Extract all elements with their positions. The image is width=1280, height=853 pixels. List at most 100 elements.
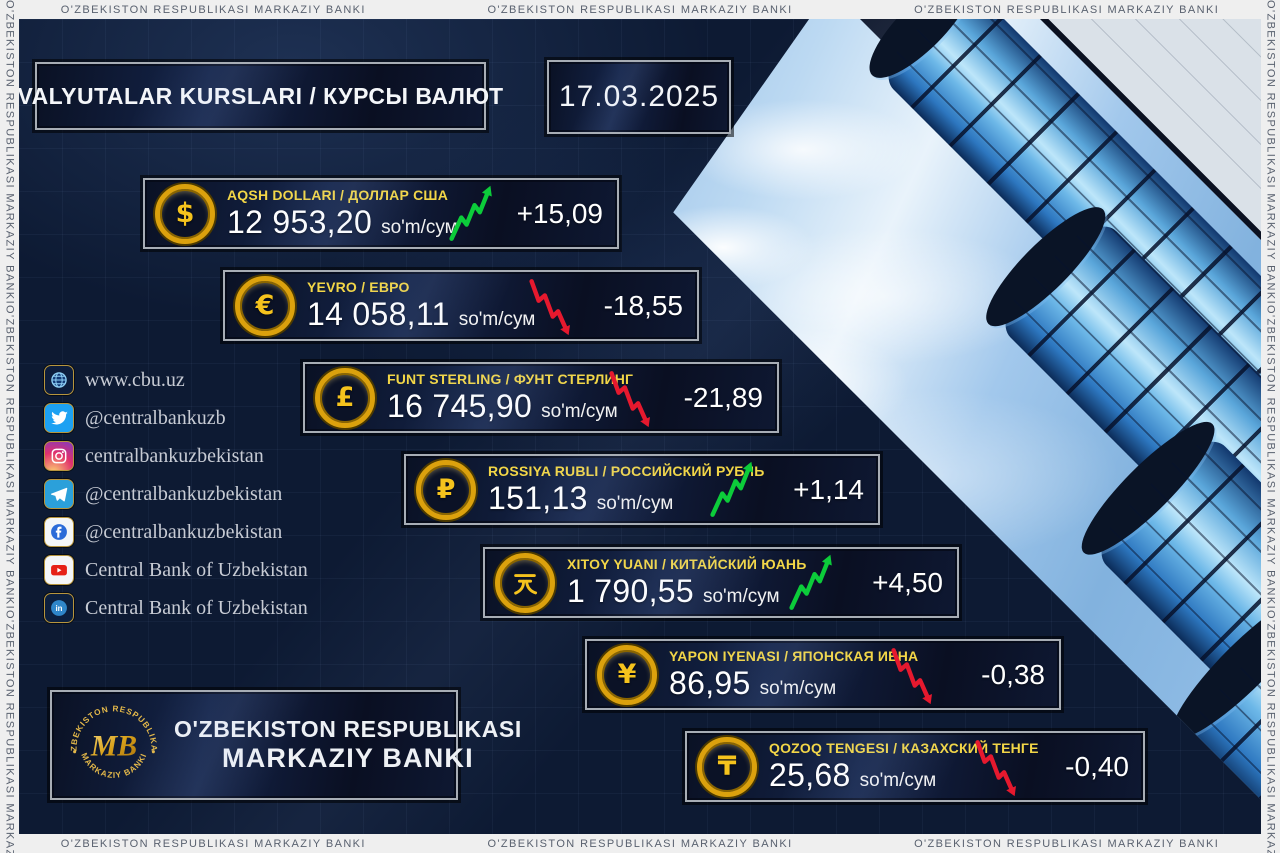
currency-rate-value: 12 953,20 [227,203,373,240]
border-text: O'ZBEKISTON RESPUBLIKASI MARKAZIY BANKI [3,305,16,611]
trend-arrow-icon [787,553,835,613]
currency-rate-value: 25,68 [769,756,851,793]
currency-name: AQSH DOLLARI / ДОЛЛАР США [227,186,449,203]
page-title-box: VALYUTALAR KURSLARI / КУРСЫ ВАЛЮТ [17,62,503,130]
currency-symbol: € [255,290,275,321]
globe-icon [44,365,74,395]
currency-rate-unit: so'm/сум [859,769,937,791]
rate-change: +1,14 [793,473,864,505]
currency-symbol: £ [335,382,355,413]
social-link[interactable]: @centralbankuzb [44,403,308,433]
rate-card: ₽ ROSSIYA RUBLI / РОССИЙСКИЙ РУБЛЬ 151,1… [404,454,880,525]
currency-rate-value: 16 745,90 [387,387,533,424]
rate-card: 元 XITOY YUANI / КИТАЙСКИЙ ЮАНЬ 1 790,55 … [483,547,959,618]
border-text: O'ZBEKISTON RESPUBLIKASI MARKAZIY BANKI [487,837,793,850]
svg-text:in: in [55,604,62,613]
currency-name: YEVRO / ЕВРО [307,278,410,295]
currency-symbol: $ [175,198,195,229]
telegram-icon [44,479,74,509]
currency-rate-value: 14 058,11 [307,295,450,332]
currency-coin-icon: ¥ [597,644,657,705]
currency-rate-unit: so'm/сум [381,216,458,238]
currency-coin-icon: $ [155,183,215,244]
currency-coin-icon: ₽ [416,459,476,520]
social-link[interactable]: centralbankuzbekistan [44,441,308,471]
social-handle: www.cbu.uz [85,368,185,391]
rate-change: -0,40 [1065,750,1129,782]
bank-name-line2: MARKAZIY BANKI [222,743,474,773]
currency-rate-value: 151,13 [488,479,588,516]
page-title: VALYUTALAR KURSLARI / КУРСЫ ВАЛЮТ [17,82,504,109]
currency-rate-value: 1 790,55 [567,572,694,609]
trend-arrow-icon [447,184,495,244]
date-value: 17.03.2025 [558,80,720,113]
instagram-icon [44,441,74,471]
currency-rate-value: 86,95 [669,664,751,701]
twitter-icon [44,403,74,433]
svg-text:MB: MB [90,730,137,763]
social-link[interactable]: in Central Bank of Uzbekistan [44,593,308,623]
currency-rate-unit: so'm/сум [759,677,837,699]
currency-name: QOZOQ TENGESI / КАЗАХСКИЙ ТЕНГЕ [769,739,1039,756]
currency-name: ROSSIYA RUBLI / РОССИЙСКИЙ РУБЛЬ [488,462,765,479]
social-handle: Central Bank of Uzbekistan [85,596,308,619]
currency-symbol: ₽ [436,474,456,505]
currency-name: FUNT STERLING / ФУНТ СТЕРЛИНГ [387,370,634,387]
trend-arrow-icon [527,276,575,336]
central-bank-logo-box: O'ZBEKISTON RESPUBLIKASI MARKAZIY BANKI … [50,690,521,800]
bottom-border-strip: O'ZBEKISTON RESPUBLIKASI MARKAZIY BANKI … [0,834,1280,853]
rate-card: ¥ YAPON IYENASI / ЯПОНСКАЯ ИЕНА 86,95 so… [585,639,1061,710]
social-handle: @centralbankuzbekistan [85,520,283,543]
border-text: O'ZBEKISTON RESPUBLIKASI MARKAZIY BANKI [487,3,793,16]
rate-card: £ FUNT STERLING / ФУНТ СТЕРЛИНГ 16 745,9… [303,362,779,433]
border-text: O'ZBEKISTON RESPUBLIKASI MARKAZIY BANKI [914,3,1220,16]
rate-card: $ AQSH DOLLARI / ДОЛЛАР США 12 953,20 so… [143,178,619,249]
social-links-list: www.cbu.uz @centralbankuzb centralbankuz… [44,365,308,632]
border-text: O'ZBEKISTON RESPUBLIKASI MARKAZIY BANKI [1264,610,1277,853]
border-text: O'ZBEKISTON RESPUBLIKASI MARKAZIY BANKI [3,610,16,853]
currency-rate-unit: so'm/сум [541,400,618,422]
top-border-strip: O'ZBEKISTON RESPUBLIKASI MARKAZIY BANKI … [0,0,1280,19]
central-bank-emblem: O'ZBEKISTON RESPUBLIKASI MARKAZIY BANKI … [66,697,158,780]
social-link[interactable]: Central Bank of Uzbekistan [44,555,308,585]
currency-name: YAPON IYENASI / ЯПОНСКАЯ ИЕНА [669,647,919,664]
currency-rate-unit: so'm/сум [702,585,780,607]
social-handle: @centralbankuzbekistan [85,482,283,505]
social-link[interactable]: @centralbankuzbekistan [44,479,308,509]
currency-rate-unit: so'm/сум [596,492,674,514]
rate-change: +4,50 [872,566,943,598]
bank-name-line1: O'ZBEKISTON RESPUBLIKASI [174,716,522,742]
right-border-strip: O'ZBEKISTON RESPUBLIKASI MARKAZIY BANKI … [1261,0,1280,853]
currency-coin-icon: ₸ [697,736,757,797]
social-link[interactable]: @centralbankuzbekistan [44,517,308,547]
border-text: O'ZBEKISTON RESPUBLIKASI MARKAZIY BANKI [60,3,366,16]
border-text: O'ZBEKISTON RESPUBLIKASI MARKAZIY BANKI [60,837,366,850]
social-handle: Central Bank of Uzbekistan [85,558,308,581]
youtube-icon [44,555,74,585]
border-text: O'ZBEKISTON RESPUBLIKASI MARKAZIY BANKI [3,0,16,306]
currency-coin-icon: € [235,275,295,336]
currency-coin-icon: 元 [495,552,555,613]
border-text: O'ZBEKISTON RESPUBLIKASI MARKAZIY BANKI [1264,305,1277,611]
rate-change: -0,38 [981,658,1045,690]
trend-arrow-icon [973,737,1021,797]
rate-card: ₸ QOZOQ TENGESI / КАЗАХСКИЙ ТЕНГЕ 25,68 … [685,731,1145,802]
trend-arrow-icon [889,645,937,705]
currency-symbol: ¥ [617,659,637,690]
trend-arrow-icon [708,460,756,520]
left-border-strip: O'ZBEKISTON RESPUBLIKASI MARKAZIY BANKI … [0,0,19,853]
facebook-icon [44,517,74,547]
social-handle: @centralbankuzb [85,406,226,429]
social-handle: centralbankuzbekistan [85,444,264,467]
currency-symbol: ₸ [717,751,737,782]
border-text: O'ZBEKISTON RESPUBLIKASI MARKAZIY BANKI [914,837,1220,850]
date-box: 17.03.2025 [547,60,731,134]
currency-name: XITOY YUANI / КИТАЙСКИЙ ЮАНЬ [567,555,807,572]
border-text: O'ZBEKISTON RESPUBLIKASI MARKAZIY BANKI [1264,0,1277,306]
yuan-symbol-icon [514,573,538,595]
currency-rate-unit: so'm/сум [458,308,536,330]
trend-arrow-icon [607,368,655,428]
rate-change: -18,55 [603,289,683,321]
social-link[interactable]: www.cbu.uz [44,365,308,395]
